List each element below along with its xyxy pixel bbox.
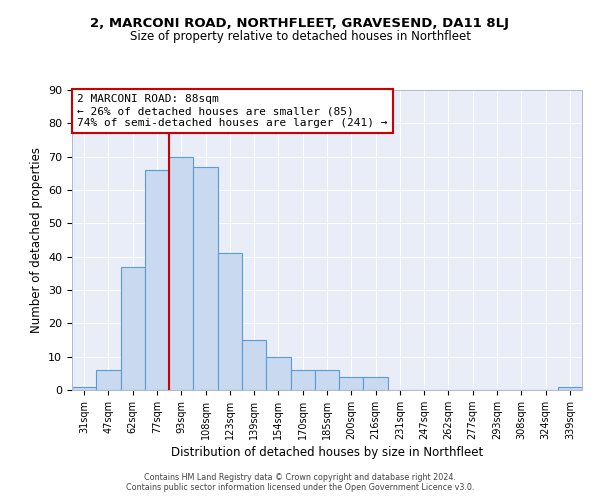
Y-axis label: Number of detached properties: Number of detached properties — [29, 147, 43, 333]
Bar — [290, 370, 315, 390]
Bar — [121, 266, 145, 390]
Bar — [558, 386, 582, 390]
Bar — [242, 340, 266, 390]
Text: 2, MARCONI ROAD, NORTHFLEET, GRAVESEND, DA11 8LJ: 2, MARCONI ROAD, NORTHFLEET, GRAVESEND, … — [91, 18, 509, 30]
Bar — [266, 356, 290, 390]
Bar — [169, 156, 193, 390]
Bar — [218, 254, 242, 390]
Text: 2 MARCONI ROAD: 88sqm
← 26% of detached houses are smaller (85)
74% of semi-deta: 2 MARCONI ROAD: 88sqm ← 26% of detached … — [77, 94, 388, 128]
Bar — [96, 370, 121, 390]
Text: Size of property relative to detached houses in Northfleet: Size of property relative to detached ho… — [130, 30, 470, 43]
Bar — [339, 376, 364, 390]
Bar — [315, 370, 339, 390]
Bar — [145, 170, 169, 390]
Bar — [364, 376, 388, 390]
Text: Contains HM Land Registry data © Crown copyright and database right 2024.
Contai: Contains HM Land Registry data © Crown c… — [126, 473, 474, 492]
Bar — [193, 166, 218, 390]
X-axis label: Distribution of detached houses by size in Northfleet: Distribution of detached houses by size … — [171, 446, 483, 459]
Bar — [72, 386, 96, 390]
